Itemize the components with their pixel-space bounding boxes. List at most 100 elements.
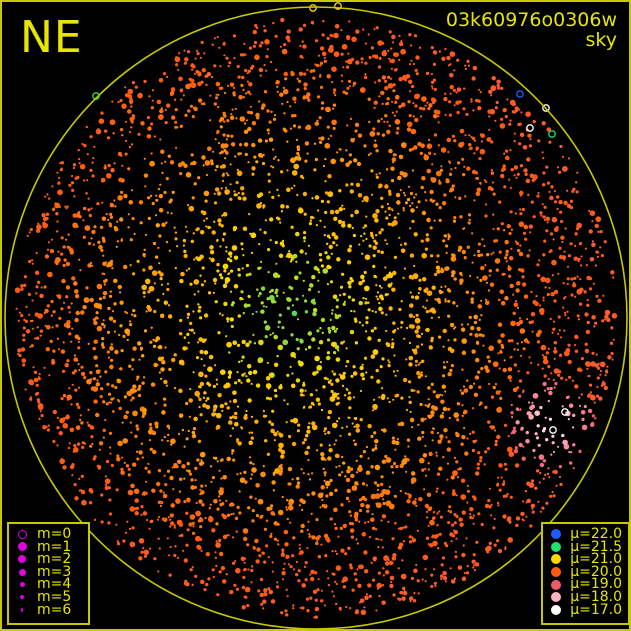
star-point <box>302 23 307 27</box>
star-point <box>151 270 158 276</box>
star-point <box>193 258 196 261</box>
star-point <box>488 382 491 386</box>
star-point <box>420 115 423 118</box>
star-point <box>275 288 279 292</box>
star-point <box>279 221 282 224</box>
star-point <box>211 568 215 572</box>
star-point <box>463 256 467 260</box>
star-point <box>364 61 368 65</box>
star-point <box>450 168 453 171</box>
star-point <box>218 222 222 226</box>
star-point <box>130 431 133 434</box>
star-point <box>146 518 149 522</box>
star-point <box>398 41 404 47</box>
star-point <box>390 67 393 70</box>
star-point <box>136 378 139 381</box>
star-point <box>403 591 408 596</box>
star-point <box>180 271 185 277</box>
star-point <box>471 76 476 81</box>
star-point <box>502 164 506 168</box>
star-point <box>129 506 136 512</box>
star-point <box>413 568 418 573</box>
star-point <box>52 310 56 314</box>
star-point <box>496 227 500 231</box>
star-point <box>347 52 350 55</box>
star-point <box>104 370 108 374</box>
star-point <box>93 339 98 344</box>
star-point <box>413 232 418 237</box>
star-point <box>43 285 47 289</box>
star-point <box>435 394 440 399</box>
star-point <box>304 252 307 255</box>
star-point <box>272 332 275 335</box>
star-point <box>186 316 189 319</box>
star-point <box>470 100 473 103</box>
star-point <box>138 450 143 455</box>
star-point <box>86 153 89 156</box>
star-point <box>461 510 466 515</box>
star-point <box>68 183 72 187</box>
star-point <box>563 443 570 450</box>
star-point <box>534 301 539 306</box>
star-point <box>51 185 54 188</box>
star-point <box>429 226 433 230</box>
star-point <box>285 35 290 40</box>
star-point <box>115 523 118 526</box>
star-point <box>157 246 160 249</box>
star-point <box>187 429 190 433</box>
star-point <box>502 494 506 498</box>
star-point <box>477 304 482 309</box>
star-point <box>118 177 123 182</box>
star-point <box>411 295 415 299</box>
star-point <box>164 121 168 125</box>
star-point <box>388 485 391 488</box>
star-point <box>358 498 363 502</box>
star-point <box>357 466 363 473</box>
star-point <box>427 398 430 401</box>
star-point <box>157 515 161 519</box>
star-point <box>298 271 302 275</box>
star-point <box>408 33 412 37</box>
star-point <box>334 488 338 492</box>
star-point <box>318 253 322 257</box>
star-point <box>369 131 376 137</box>
star-point <box>216 35 219 39</box>
star-point <box>318 340 324 345</box>
star-point <box>263 588 268 593</box>
star-point <box>469 332 473 336</box>
star-point <box>197 176 201 180</box>
star-point <box>475 177 478 180</box>
star-point <box>351 298 355 302</box>
star-point <box>334 526 338 531</box>
star-point <box>57 189 63 196</box>
star-point <box>184 57 189 62</box>
star-point <box>219 152 222 155</box>
star-point <box>47 241 51 244</box>
star-point <box>468 134 471 137</box>
star-point <box>349 117 353 120</box>
star-point <box>440 267 443 270</box>
star-point <box>217 218 222 223</box>
star-point <box>398 307 402 312</box>
star-point <box>200 283 204 287</box>
star-point <box>347 546 351 550</box>
star-point <box>116 542 121 546</box>
star-point <box>411 426 414 429</box>
star-point <box>426 101 429 104</box>
star-point <box>424 417 427 420</box>
star-point <box>312 403 315 406</box>
star-point <box>430 584 434 589</box>
star-point <box>298 71 304 77</box>
star-point <box>339 294 342 297</box>
star-point <box>266 452 270 456</box>
star-point <box>265 414 268 418</box>
star-point <box>513 140 516 143</box>
star-point <box>469 512 472 516</box>
star-point <box>554 347 557 350</box>
star-point <box>368 594 372 599</box>
star-point <box>505 260 508 263</box>
star-point <box>470 300 474 304</box>
star-point <box>150 106 154 110</box>
star-point <box>456 476 459 479</box>
star-point <box>472 495 476 499</box>
